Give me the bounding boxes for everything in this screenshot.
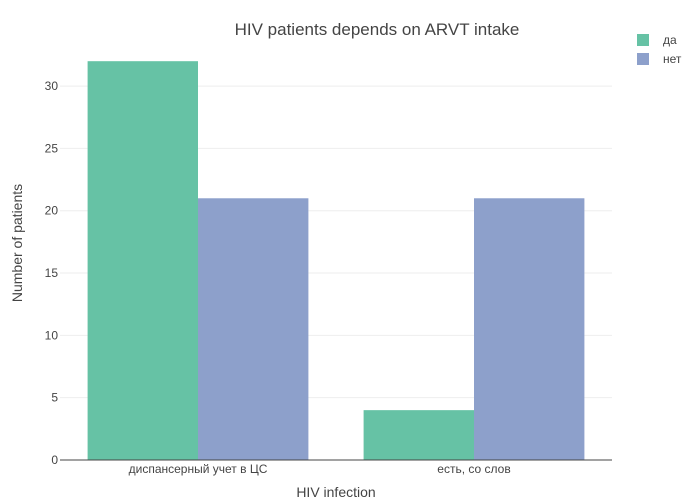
bar-da-0[interactable] (87, 61, 198, 460)
y-axis-title: Number of patients (9, 184, 25, 302)
bar-net-0[interactable] (198, 198, 309, 460)
x-tick-label: есть, со слов (437, 462, 510, 476)
legend[interactable]: да нет (637, 33, 682, 66)
y-tick-label: 20 (45, 204, 59, 218)
bars (87, 61, 585, 460)
legend-label[interactable]: нет (663, 52, 682, 66)
y-tick-labels: 0 5 10 15 20 25 30 (45, 79, 59, 467)
legend-swatch[interactable] (637, 53, 649, 65)
y-tick-label: 25 (45, 141, 59, 155)
x-axis-title: HIV infection (296, 484, 375, 500)
bar-da-1[interactable] (363, 410, 474, 460)
bar-net-1[interactable] (474, 198, 585, 460)
chart-title: HIV patients depends on ARVT intake (235, 20, 520, 39)
x-tick-label: диспансерный учет в ЦС (129, 462, 268, 476)
x-tick-labels: диспансерный учет в ЦС есть, со слов (129, 462, 511, 476)
y-tick-label: 5 (51, 391, 58, 405)
y-tick-label: 10 (45, 328, 59, 342)
legend-label[interactable]: да (663, 33, 677, 47)
y-tick-label: 0 (51, 453, 58, 467)
y-tick-label: 30 (45, 79, 59, 93)
legend-swatch[interactable] (637, 34, 649, 46)
y-tick-label: 15 (45, 266, 59, 280)
